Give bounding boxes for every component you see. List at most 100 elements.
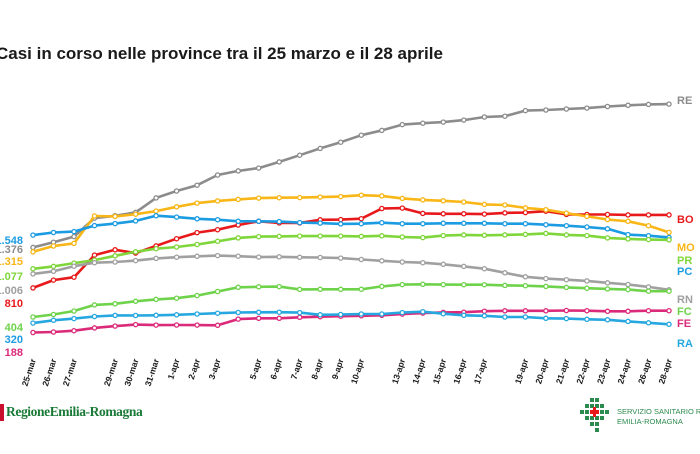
data-point — [358, 233, 365, 240]
data-point — [522, 282, 529, 289]
regione-logo-text: RegioneEmilia-Romagna — [6, 404, 143, 419]
data-point — [296, 219, 303, 226]
x-tick-label: 1-apr — [165, 357, 181, 381]
data-point — [112, 323, 118, 329]
data-point — [543, 308, 549, 314]
data-point — [173, 254, 180, 260]
data-point — [50, 263, 57, 270]
series-lines — [30, 101, 672, 336]
data-point — [563, 315, 570, 322]
data-point — [358, 220, 365, 227]
data-point — [461, 312, 467, 319]
series-rn — [30, 252, 672, 293]
data-point — [112, 259, 118, 265]
data-point — [563, 232, 570, 238]
start-label-fe: 320 — [5, 334, 23, 346]
data-point — [317, 233, 323, 239]
data-point — [399, 220, 406, 227]
data-point — [194, 241, 200, 248]
data-point — [255, 309, 262, 316]
data-point — [543, 230, 549, 237]
data-point — [379, 205, 385, 212]
data-point — [337, 193, 344, 200]
data-point — [563, 222, 570, 229]
data-point — [543, 107, 549, 113]
data-point — [584, 285, 590, 291]
data-point — [235, 168, 241, 174]
data-point — [71, 233, 77, 240]
data-point — [666, 288, 672, 294]
data-point — [317, 312, 323, 318]
data-point — [625, 236, 631, 242]
data-point — [337, 221, 344, 227]
x-tick-label: 22-apr — [574, 357, 592, 385]
data-point — [214, 172, 221, 178]
data-point — [522, 314, 529, 320]
data-point — [296, 194, 303, 201]
data-point — [50, 311, 57, 318]
data-point — [502, 232, 508, 238]
data-point — [30, 232, 36, 238]
data-point — [666, 321, 672, 328]
x-tick-labels: 25-mar 26-mar 27-mar 29-mar 30-mar 31-mar 1-ap… — [20, 357, 674, 388]
data-point — [625, 281, 631, 288]
ssr-grid-icon — [580, 398, 609, 432]
data-point — [50, 243, 57, 249]
data-point — [563, 307, 570, 314]
data-point — [604, 235, 611, 241]
data-point — [420, 308, 426, 315]
data-point — [420, 234, 426, 241]
data-point — [522, 231, 529, 238]
data-point — [173, 295, 180, 301]
x-tick-label: 15-apr — [431, 357, 449, 385]
data-point — [481, 308, 488, 314]
data-point — [666, 237, 672, 243]
data-point — [153, 312, 159, 319]
data-point — [30, 244, 36, 251]
data-point — [379, 258, 385, 264]
x-tick-label: 2-apr — [186, 357, 202, 381]
data-point — [625, 231, 631, 238]
servizio-sanitario-logo: SERVIZIO SANITARIO REG EMILIA-ROMAGNA — [580, 398, 700, 438]
data-point — [358, 311, 365, 317]
data-point — [235, 253, 241, 259]
data-point — [481, 281, 488, 288]
data-point — [91, 302, 98, 308]
data-point — [625, 218, 631, 225]
end-label-re: RE — [677, 95, 692, 107]
data-point — [481, 232, 488, 239]
data-point — [584, 224, 590, 230]
series-line-re — [32, 102, 670, 249]
data-point — [440, 220, 447, 227]
data-point — [276, 233, 282, 240]
data-point — [604, 211, 611, 218]
data-point — [543, 275, 549, 282]
series-pc — [30, 212, 672, 241]
data-point — [30, 285, 36, 291]
data-point — [235, 309, 241, 316]
data-point — [317, 145, 323, 152]
data-point — [584, 307, 590, 314]
data-point — [379, 127, 385, 134]
end-label-rn: RN — [677, 294, 693, 306]
data-point — [235, 316, 241, 322]
data-point — [604, 103, 611, 110]
data-point — [71, 263, 77, 269]
start-label-ra: 188 — [5, 347, 23, 359]
x-tick-label: 26-mar — [40, 357, 58, 388]
data-point — [666, 229, 672, 236]
data-point — [50, 268, 57, 275]
data-point — [584, 213, 590, 220]
data-point — [317, 286, 323, 293]
data-point — [91, 259, 98, 266]
data-point — [235, 235, 241, 241]
data-point — [440, 198, 447, 204]
data-point — [317, 220, 323, 226]
series-fe — [30, 307, 672, 336]
x-tick-label: 8-apr — [309, 357, 325, 381]
data-point — [481, 265, 488, 272]
x-tick-label: 31-mar — [143, 357, 161, 388]
data-point — [440, 310, 447, 317]
data-point — [112, 253, 118, 259]
